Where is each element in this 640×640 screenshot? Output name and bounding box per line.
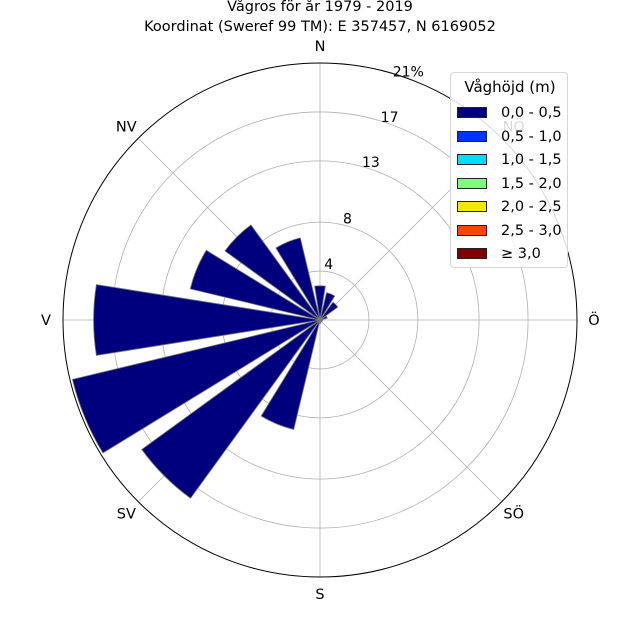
legend-swatch — [457, 248, 487, 259]
legend-label: 1,5 - 2,0 — [501, 175, 562, 192]
radial-tick-label: 21% — [393, 65, 424, 81]
legend-swatch — [457, 130, 487, 142]
legend-item: 1,5 - 2,0 — [457, 174, 567, 194]
legend-swatch — [457, 154, 487, 165]
radial-tick-label: 8 — [343, 212, 352, 228]
bar-nnö — [319, 292, 336, 321]
legend-label: 0,5 - 1,0 — [501, 128, 562, 145]
direction-bars — [71, 224, 339, 499]
bar-vnv — [189, 249, 321, 321]
radial-tick-label: 4 — [324, 257, 333, 273]
compass-label: Ö — [588, 311, 599, 329]
legend-label: 2,5 - 3,0 — [501, 222, 562, 239]
bar-nv — [224, 224, 321, 321]
bar-sv — [141, 319, 321, 499]
legend-swatch — [457, 201, 487, 212]
outer-circle — [62, 62, 578, 578]
legend-title: Våghöjd (m) — [464, 78, 556, 96]
legend-item: 2,5 - 3,0 — [457, 221, 567, 241]
bar-n — [314, 285, 326, 321]
legend-swatch — [457, 224, 487, 236]
legend: Våghöjd (m) 0,0 - 0,5 0,5 - 1,0 1,0 - 1,5 1… — [450, 72, 568, 268]
bar-ssv — [260, 319, 321, 430]
legend-item: 0,5 - 1,0 — [457, 127, 567, 147]
radial-tick-label: 13 — [362, 155, 380, 171]
bar-önö — [319, 315, 328, 321]
legend-label: 0,0 - 0,5 — [501, 105, 562, 121]
bar-v — [93, 284, 321, 356]
legend-item: 2,0 - 2,5 — [457, 197, 567, 217]
legend-label: ≥ 3,0 — [501, 246, 541, 262]
compass-label: SV — [117, 507, 136, 523]
legend-label: 2,0 - 2,5 — [501, 199, 562, 215]
compass-label: NV — [116, 119, 137, 135]
legend-label: 1,0 - 1,5 — [501, 152, 562, 168]
compass-label: S — [315, 587, 324, 603]
legend-item: 0,0 - 0,5 — [457, 103, 567, 123]
compass-label: N — [315, 39, 326, 55]
chart-title: Vågros för år 1979 - 2019 — [227, 0, 413, 15]
compass-label: V — [41, 313, 51, 329]
legend-swatch — [457, 107, 487, 118]
chart-subtitle: Koordinat (Sweref 99 TM): E 357457, N 61… — [144, 19, 496, 35]
bar-nö — [319, 301, 339, 321]
legend-swatch — [457, 177, 487, 189]
radial-tick-label: 17 — [381, 110, 399, 126]
grid-spoke — [319, 319, 503, 503]
legend-item: ≥ 3,0 — [457, 244, 567, 264]
compass-label: SÖ — [503, 505, 524, 523]
bar-vsv — [71, 319, 321, 454]
legend-item: 1,0 - 1,5 — [457, 150, 567, 170]
bar-nnv — [275, 237, 321, 321]
